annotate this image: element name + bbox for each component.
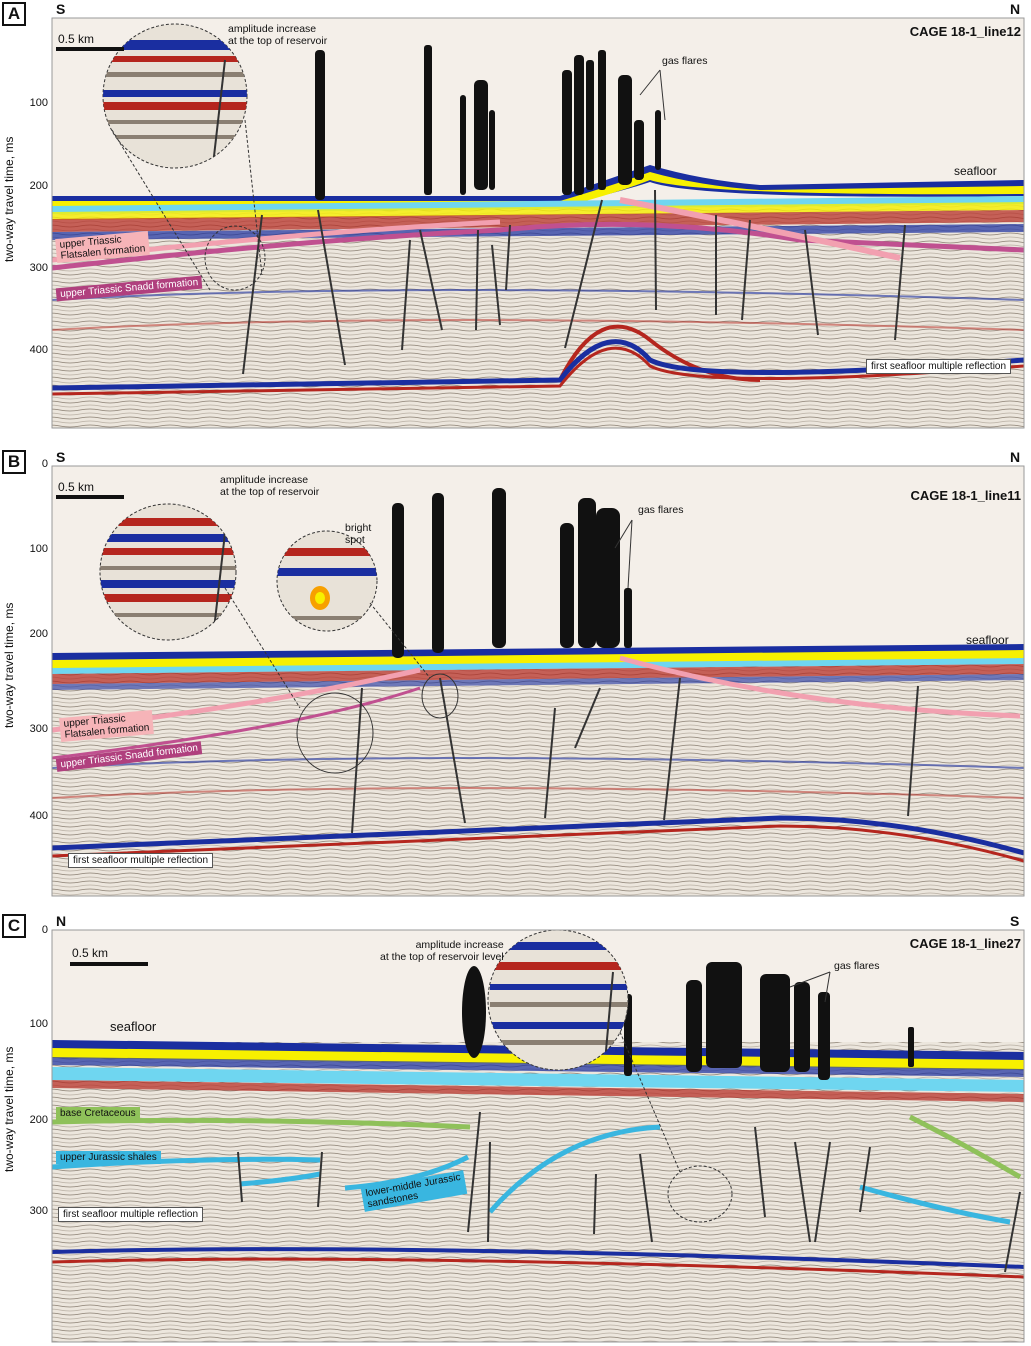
scale-label: 0.5 km [58,480,95,494]
tick: 300 [29,723,48,735]
tick: 200 [29,180,48,192]
tick: 300 [29,1205,48,1217]
line-title: CAGE 18-1_line11 [910,488,1021,503]
tick: 200 [29,1114,48,1126]
annotation-multiple: first seafloor multiple reflection [58,1207,204,1222]
direction-left: S [56,449,66,465]
direction-left: S [56,1,66,17]
scale-bar [56,47,124,51]
seismic-section-b [51,465,1025,897]
tick: 400 [29,810,48,822]
panel-letter: A [2,2,26,26]
label-base-cretaceous: base Cretaceous [56,1107,140,1120]
seismic-section-c [51,929,1025,1343]
line-title: CAGE 18-1_line12 [909,24,1021,39]
y-axis-label: two-way travel time, ms [2,1046,16,1172]
tick: 100 [29,543,48,555]
scale-bar [56,495,124,499]
direction-right: N [1010,1,1021,17]
panel-a: A S N CAGE 18-1_line12 0.5 km two-way tr… [0,0,1031,432]
panel-c: C N S CAGE 18-1_line27 0.5 km two-way tr… [0,912,1031,1346]
y-axis-label: two-way travel time, ms [2,602,16,728]
direction-right: N [1010,449,1021,465]
annotation-multiple: first seafloor multiple reflection [68,853,214,868]
zoom-circle-a [102,23,266,291]
tick: 300 [29,262,48,274]
panel-b: B S N CAGE 18-1_line11 0.5 km two-way tr… [0,448,1031,900]
tick: 100 [29,97,48,109]
panel-letter: B [2,450,26,474]
panel-letter: C [2,914,26,938]
annotation-amplitude: amplitude increase at the top of reservo… [380,939,504,963]
line-title: CAGE 18-1_line27 [909,936,1021,951]
y-axis-label: two-way travel time, ms [2,136,16,262]
annotation-bright-spot: bright spot [345,522,372,546]
annotation-seafloor: seafloor [954,164,997,178]
direction-left: N [56,913,67,929]
direction-right: S [1010,913,1020,929]
tick: 0 [41,458,48,470]
annotation-multiple: first seafloor multiple reflection [866,359,1012,374]
seismic-section-a [51,17,1025,429]
annotation-gas-flares: gas flares [638,504,684,516]
scale-bar [70,962,148,966]
tick: 0 [41,924,48,936]
tick: 400 [29,344,48,356]
scale-label: 0.5 km [58,32,95,46]
zoom-circle-c [487,929,733,1223]
scale-label: 0.5 km [72,946,109,960]
annotation-amplitude: amplitude increase at the top of reservo… [228,23,328,47]
annotation-seafloor: seafloor [110,1019,157,1034]
tick: 200 [29,628,48,640]
annotation-gas-flares: gas flares [662,55,708,67]
annotation-seafloor: seafloor [966,633,1009,647]
tick: 100 [29,1018,48,1030]
annotation-gas-flares: gas flares [834,960,880,972]
label-upper-jurassic-shales: upper Jurassic shales [56,1151,161,1164]
zoom-circle-b [99,503,459,774]
annotation-amplitude: amplitude increase at the top of reservo… [220,474,320,498]
